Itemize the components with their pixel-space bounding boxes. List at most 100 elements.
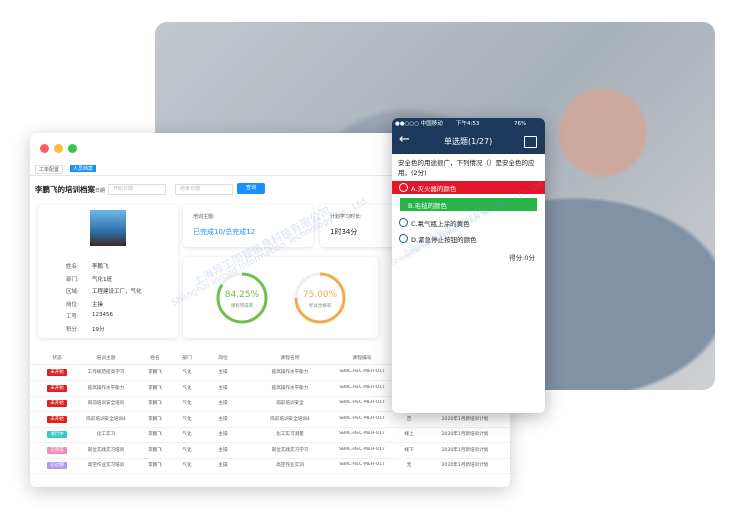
stat-value: 1时34分 [330, 228, 358, 236]
option-text[interactable]: C.氧气瓶上涂的黄色 [411, 220, 470, 228]
table-header: 姓名 [150, 356, 160, 361]
table-header: 状态 [52, 356, 62, 361]
row-rule [30, 395, 510, 397]
table-cell: 提高操作水平能力 [271, 385, 309, 391]
option-text[interactable]: B.毛毡的颜色 [408, 202, 448, 210]
stat-card: 计划学习时长: 1时34分 [320, 205, 400, 247]
table-cell: 2020年1月新培训计划 [441, 416, 489, 422]
table-cell: 化工实习 [96, 432, 116, 437]
table-header: 岗位 [218, 356, 228, 361]
table-cell: 气化 [182, 401, 192, 406]
ring-label: 84.25% [225, 290, 260, 300]
table-cell: SBRC-REC-MEH-017 [339, 462, 385, 467]
table-cell: 化工实习测量 [276, 432, 304, 437]
profile-label: 积分: [66, 326, 79, 333]
table-header: 课程编号 [352, 356, 372, 361]
profile-value: 123456 [92, 312, 113, 318]
status-badge: 已过期 [47, 462, 67, 469]
rings-card: 84.25% 课程完成率 75.00% 考试合格率 [183, 257, 378, 338]
max-dot[interactable] [68, 144, 77, 153]
table-cell: 气化 [182, 385, 192, 391]
option-radio[interactable] [399, 183, 408, 192]
profile-value: 主操 [92, 301, 104, 308]
menu-icon[interactable] [524, 136, 537, 148]
status-bar: ●●○○○ 中国移动 下午4:53 76% [392, 118, 545, 130]
row-rule [30, 411, 510, 412]
row-rule [30, 457, 510, 459]
close-dot[interactable] [40, 144, 49, 153]
table-cell: 气化 [182, 447, 192, 453]
ring-arc [294, 272, 346, 324]
table-cell: 2020年1月新培训计划 [441, 432, 489, 437]
table-cell: 气化 [182, 463, 192, 468]
table-cell: 工作规范提高学习 [87, 370, 125, 375]
row-rule [30, 473, 510, 474]
table-cell: 岗前培训安全培训 [87, 401, 125, 406]
page-title: 李鹏飞的培训档案 [35, 185, 95, 194]
table-cell: 主操 [218, 385, 228, 391]
table-cell: 李鹏飞 [148, 416, 162, 422]
table-cell: SBRC-REC-MEH-017 [339, 400, 385, 405]
table-cell: 提高操作水平能力 [271, 370, 309, 375]
table-cell: 李鹏飞 [148, 370, 162, 375]
table-cell: 线下 [404, 447, 414, 453]
table-cell: 岗前培训安全培训4 [86, 416, 126, 422]
end-date[interactable]: 结束日期 [175, 184, 233, 195]
stat-label: 计划学习时长: [330, 214, 362, 220]
status-badge: 未开始 [47, 400, 67, 407]
ring-label: 75.00% [303, 290, 338, 300]
option-text[interactable]: A.灭火器的颜色 [411, 185, 457, 193]
table-cell: 2020年1月新培训计划 [441, 447, 489, 453]
battery: 76% [514, 121, 527, 127]
phone: ●●○○○ 中国移动 下午4:53 76% ← 单选题(1/27) 安全色的用途… [392, 118, 545, 413]
rings: 84.25% 课程完成率 75.00% 考试合格率 [216, 272, 346, 324]
table-cell: 气化 [182, 416, 192, 422]
table-cell: 高空作业实习培训 [87, 463, 125, 468]
profile-label: 区域: [66, 289, 79, 295]
carrier: ●●○○○ 中国移动 [395, 121, 443, 127]
query-button[interactable]: 查询 [237, 183, 265, 194]
table-cell: 主操 [218, 463, 228, 468]
option-radio[interactable] [399, 234, 408, 243]
option-radio[interactable] [399, 218, 408, 227]
table-cell: 岗前培训安全培训4 [270, 416, 310, 422]
profile-label: 岗位: [66, 301, 79, 308]
tab[interactable]: 人员档案 [70, 165, 97, 172]
question: 安全色的用途很广，下列情况（）是安全色的应用。(2分) [398, 159, 535, 177]
table-cell: SBRC-REC-MEH-017 [339, 446, 385, 452]
table-cell: 李鹏飞 [148, 463, 162, 468]
back-arrow[interactable]: ← [399, 132, 410, 147]
tab-bar: 工单配置 人员档案 [30, 163, 510, 176]
time: 下午4:53 [456, 121, 480, 127]
stat-card: 培训主题: 已完成10/总完成12 [183, 205, 313, 247]
table-cell: 主操 [218, 370, 228, 375]
status-badge: 未开始 [47, 415, 67, 423]
start-date[interactable]: 开始日期 [108, 184, 166, 195]
record-table: 状态培训主题姓名部门岗位课程名称课程编号是否必修计划完成时间未开始工作规范提高学… [30, 351, 510, 487]
table-cell: 主操 [218, 416, 228, 422]
status-badge: 进行中 [47, 431, 67, 438]
table-cell: 李鹏飞 [148, 385, 162, 391]
table-cell: 气化 [182, 432, 192, 437]
row-rule [30, 380, 510, 381]
table-cell: 提高操作水平能力 [87, 385, 125, 391]
option-text[interactable]: D.紧急停止按钮的颜色 [411, 236, 477, 244]
nav-bar: ← 单选题(1/27) [392, 130, 545, 154]
tab[interactable]: 工单配置 [35, 165, 64, 174]
profile-value: 气化1班 [92, 276, 112, 283]
status-badge: 未开始 [47, 384, 67, 392]
stat-value: 已完成10/总完成12 [193, 228, 256, 236]
table-cell: 岗前培训安全 [276, 401, 304, 406]
profile-label: 部门: [66, 276, 79, 283]
min-dot[interactable] [54, 144, 63, 153]
profile-label: 姓名: [66, 264, 79, 270]
stat-label: 培训主题: [193, 214, 215, 220]
status-badge: 未开始 [47, 369, 67, 376]
row-rule [30, 426, 510, 428]
profile-value: 李鹏飞 [92, 264, 109, 270]
ring-arc [216, 272, 268, 324]
score: 得分:0分 [509, 254, 535, 262]
table-header: 部门 [182, 356, 192, 361]
table-cell: 李鹏飞 [148, 432, 162, 437]
